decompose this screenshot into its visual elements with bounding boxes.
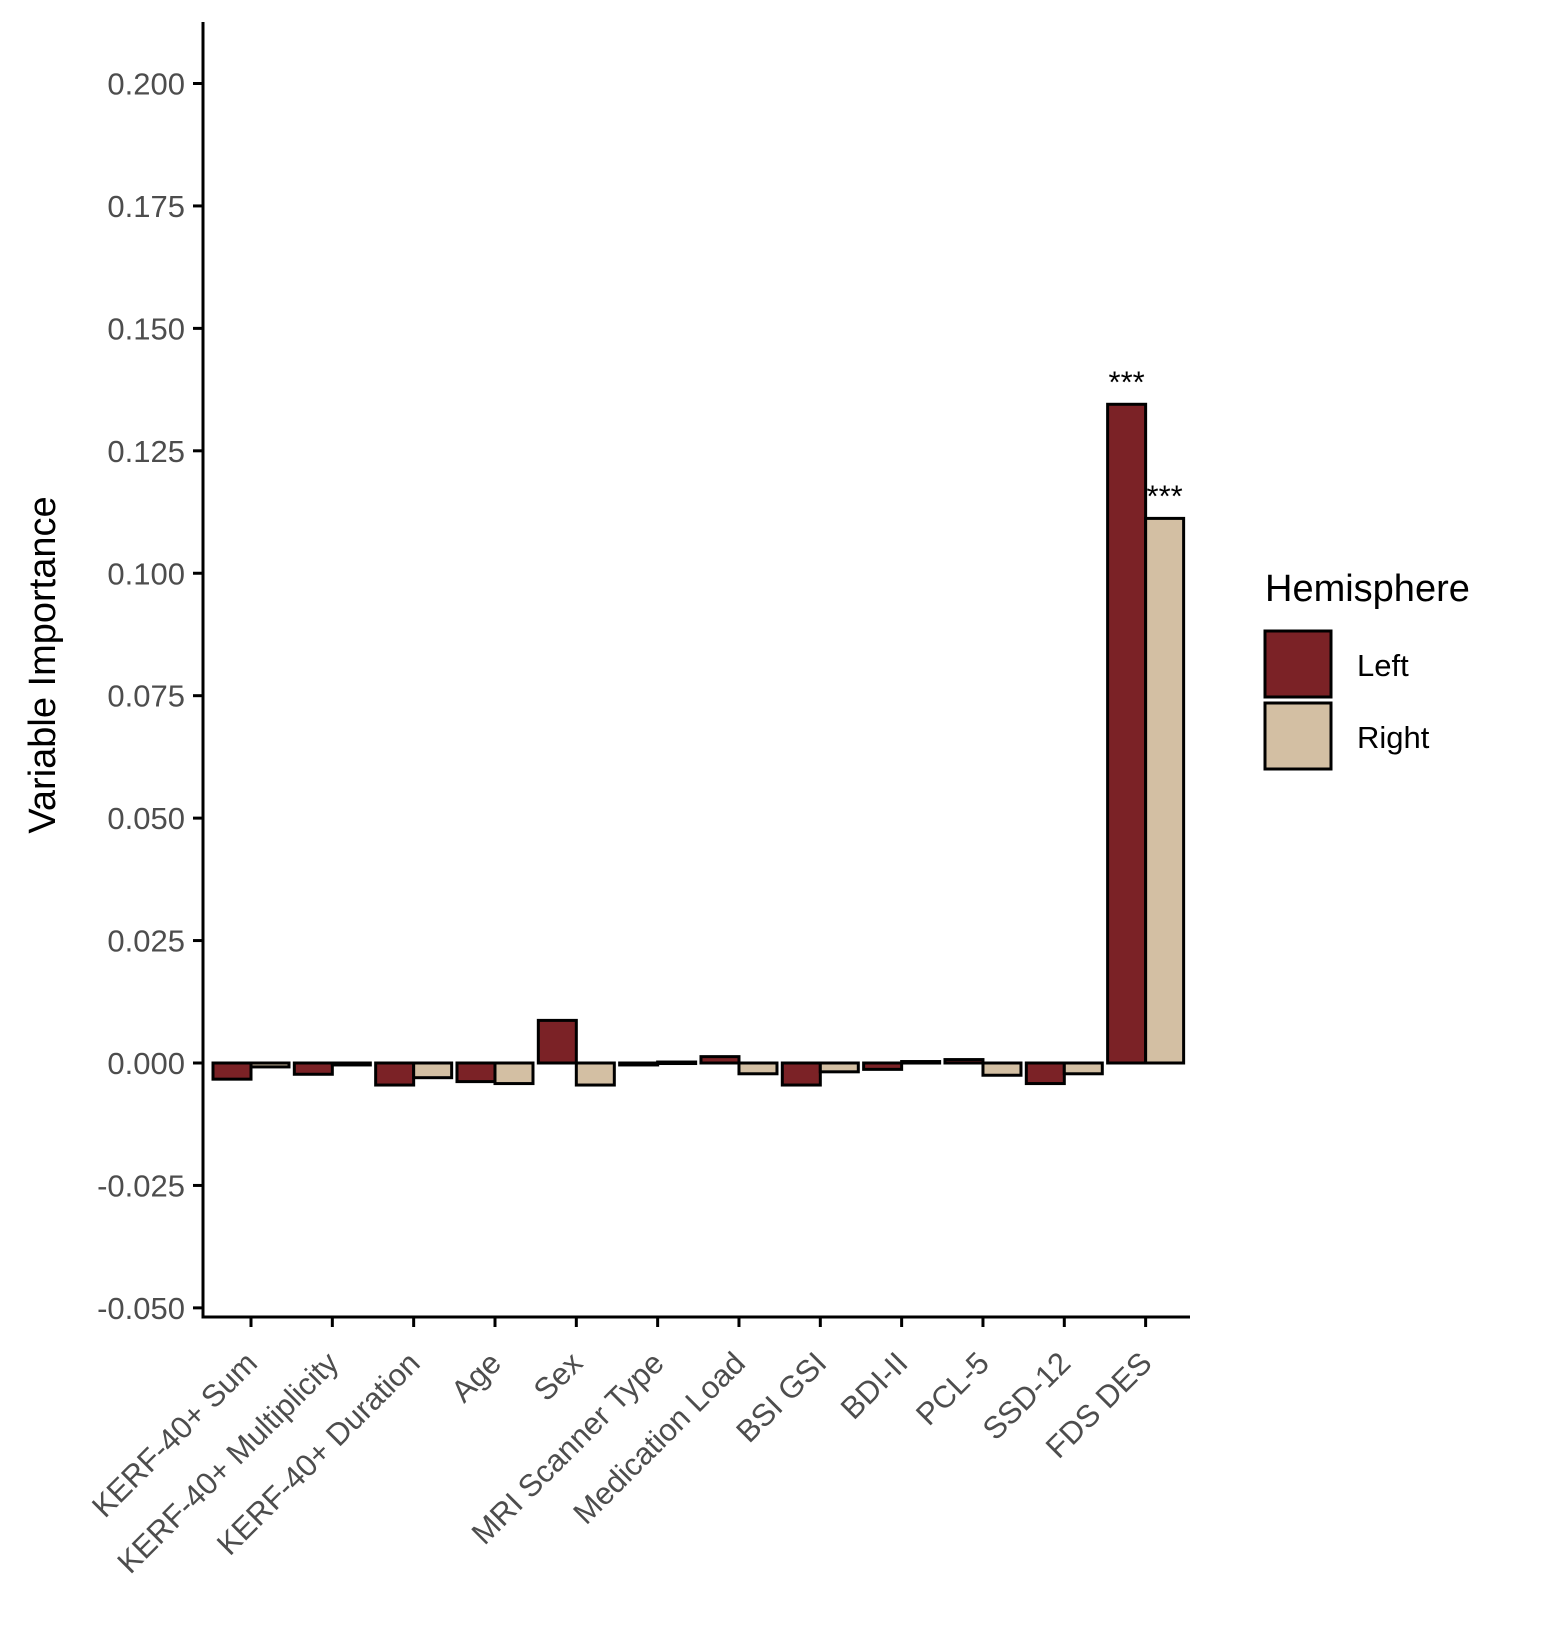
bar-right xyxy=(900,1060,942,1065)
y-tick-label: -0.050 xyxy=(97,1291,185,1326)
bar-right xyxy=(981,1061,1023,1077)
legend-key-left xyxy=(1263,629,1333,699)
legend-title: Hemisphere xyxy=(1265,568,1470,610)
y-tick-label: 0.175 xyxy=(107,189,185,224)
legend-label-right: Right xyxy=(1357,720,1430,755)
y-tick-label: -0.025 xyxy=(97,1168,185,1203)
bar-right xyxy=(574,1061,616,1087)
bar-left xyxy=(374,1061,416,1087)
bar-right xyxy=(249,1061,291,1069)
y-axis-ticks: -0.050 -0.025 0.000 0.025 0.050 0.075 0.100 0.1… xyxy=(97,67,203,1326)
x-category-label: BDI-II xyxy=(834,1345,915,1426)
y-tick-label: 0.050 xyxy=(107,801,185,836)
y-axis-title: Variable Importance xyxy=(22,496,64,833)
bar-right xyxy=(737,1061,779,1076)
y-tick-label: 0.200 xyxy=(107,67,185,102)
bar-right xyxy=(656,1060,698,1066)
x-category-label: Age xyxy=(444,1345,508,1409)
y-tick-label: 0.000 xyxy=(107,1046,185,1081)
bar-right xyxy=(818,1061,860,1074)
y-tick-label: 0.150 xyxy=(107,311,185,346)
bar-left xyxy=(1106,402,1148,1065)
y-tick-label: 0.125 xyxy=(107,434,185,469)
bar-left xyxy=(536,1018,578,1065)
bars xyxy=(211,402,1186,1087)
bar-right xyxy=(1062,1061,1104,1076)
bar-right xyxy=(1144,516,1186,1065)
legend-key-right xyxy=(1263,701,1333,771)
x-category-label: BSI GSI xyxy=(729,1345,833,1449)
bar-right xyxy=(412,1061,454,1080)
bar-left xyxy=(618,1061,660,1067)
bar-left xyxy=(862,1061,904,1071)
legend: Hemisphere Left Right xyxy=(1263,568,1470,771)
y-tick-label: 0.025 xyxy=(107,924,185,959)
bar-left xyxy=(211,1061,253,1081)
significance-label: *** xyxy=(1147,478,1183,513)
bar-right xyxy=(330,1061,372,1067)
bar-left xyxy=(1024,1061,1066,1086)
significance-label: *** xyxy=(1109,364,1145,399)
bar-right xyxy=(493,1061,535,1086)
legend-label-left: Left xyxy=(1357,648,1409,683)
bar-left xyxy=(455,1061,497,1084)
significance-markers: *** *** xyxy=(1109,364,1183,513)
y-tick-label: 0.100 xyxy=(107,556,185,591)
bar-left xyxy=(780,1061,822,1087)
y-tick-label: 0.075 xyxy=(107,679,185,714)
bar-left xyxy=(699,1055,741,1065)
bar-left xyxy=(943,1058,985,1065)
bar-left xyxy=(292,1061,334,1076)
x-category-label: Sex xyxy=(527,1345,590,1408)
